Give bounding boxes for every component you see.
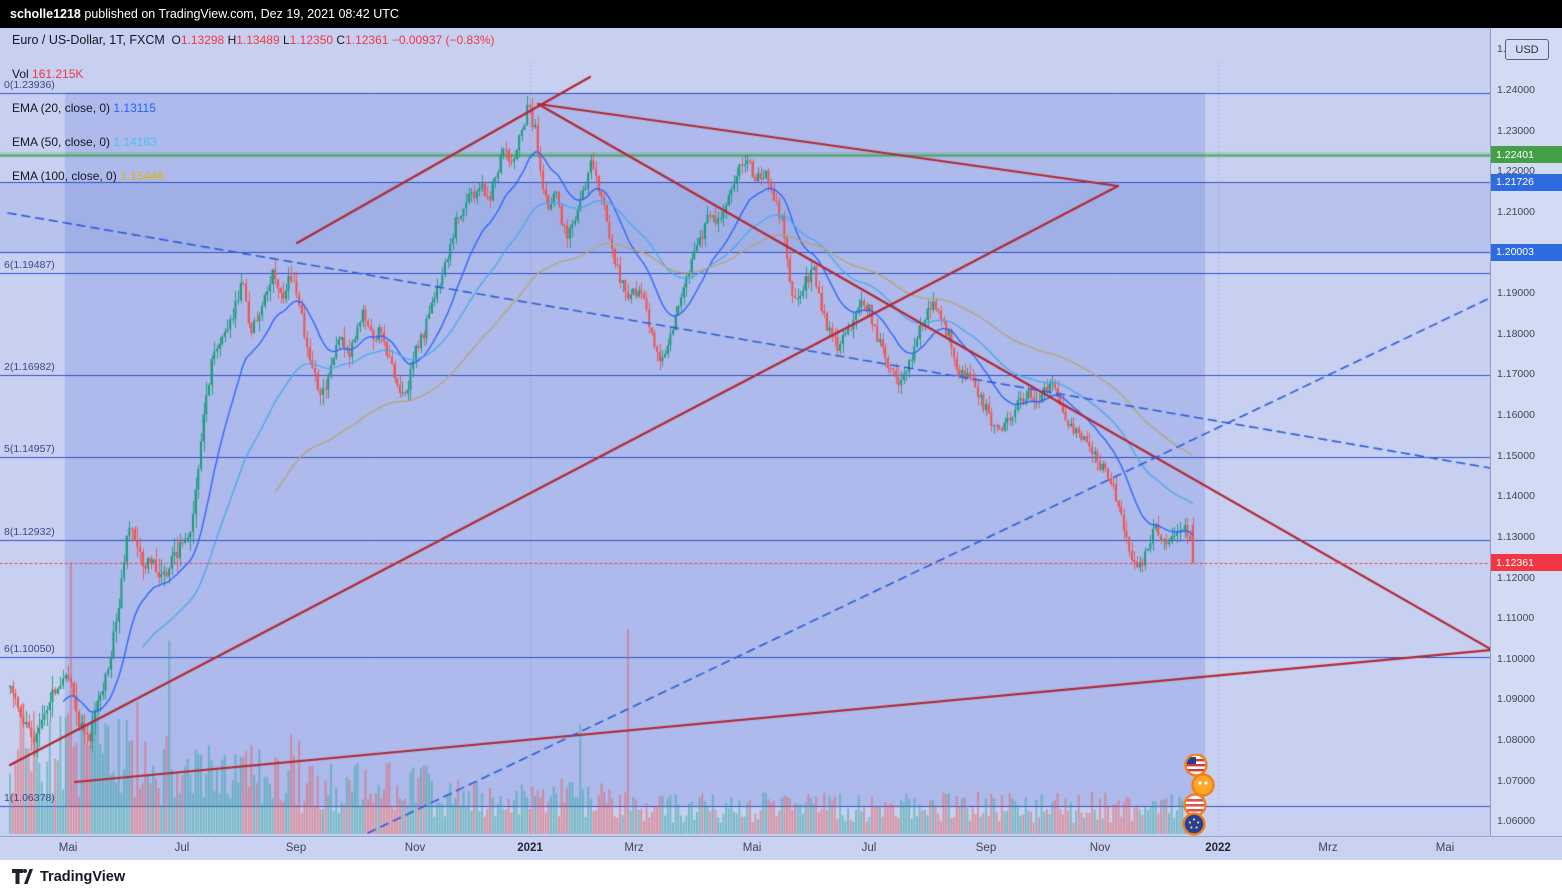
indicator-row-ema50[interactable]: EMA (50, close, 0) 1.14163 [12, 134, 495, 168]
tradingview-logo-icon[interactable] [12, 869, 33, 884]
fib-level-label: 2(1.16982) [4, 361, 55, 374]
time-axis-label: Nov [404, 842, 426, 854]
fib-level-label: 0(1.23936) [4, 78, 55, 91]
price-tick: 1.09000 [1497, 693, 1535, 706]
indicator-label: EMA (20, close, 0) [12, 101, 111, 115]
price-tick: 1.15000 [1497, 449, 1535, 462]
price-tick: 1.06000 [1497, 815, 1535, 828]
price-label-tag: 1.21726 [1491, 173, 1562, 191]
price-tick: 1.21000 [1497, 205, 1535, 218]
fib-level-label: 6(1.19487) [4, 259, 55, 272]
price-tick: 1.07000 [1497, 774, 1535, 787]
price-chart-canvas[interactable] [0, 28, 1490, 836]
indicator-label: EMA (50, close, 0) [12, 135, 111, 149]
ohlc-close: C1.12361 [336, 33, 389, 47]
price-label-tag: 1.12361 [1491, 554, 1562, 572]
price-label-tag: 1.22401 [1491, 146, 1562, 164]
eu-flag-marker-icon [1182, 812, 1206, 836]
time-axis-label: Jul [174, 842, 190, 854]
time-axis-label: 2022 [1205, 842, 1231, 854]
price-tick: 1.16000 [1497, 409, 1535, 422]
price-tick: 1.17000 [1497, 368, 1535, 381]
time-axis-label: Jul [861, 842, 877, 854]
publish-info: published on TradingView.com, Dez 19, 20… [80, 7, 399, 21]
volume-row[interactable]: Vol 161.215K [12, 66, 495, 100]
time-axis-label: Mrz [624, 842, 644, 854]
stripes-marker-icon [1183, 793, 1207, 817]
indicator-label: EMA (100, close, 0) [12, 169, 117, 183]
price-axis[interactable]: 1.250001.240001.230001.220001.210001.200… [1490, 28, 1562, 836]
price-tick: 1.24000 [1497, 84, 1535, 96]
symbol-title[interactable]: Euro / US-Dollar, 1T, FXCM [12, 33, 165, 47]
price-tick: 1.11000 [1497, 612, 1535, 625]
fib-level-label: 1(1.06378) [4, 791, 55, 804]
us-flag-marker-icon [1184, 753, 1208, 777]
flag-markers[interactable] [1174, 753, 1222, 845]
time-axis-label: 2021 [517, 842, 543, 854]
chart-legend: Euro / US-Dollar, 1T, FXCM O1.13298 H1.1… [12, 32, 495, 202]
time-axis-label: Sep [285, 842, 307, 854]
ohlc-open: O1.13298 [171, 33, 225, 47]
indicator-value: 1.15448 [120, 169, 164, 183]
price-tick: 1.10000 [1497, 652, 1535, 665]
time-axis-label: Mai [742, 842, 762, 854]
price-tick: 1.23000 [1497, 124, 1535, 137]
price-tick: 1.19000 [1497, 287, 1535, 300]
change-value: −0.00937 (−0.83%) [391, 33, 495, 47]
volume-label: Vol [12, 67, 29, 81]
time-axis-label: Mai [1435, 842, 1455, 854]
footer-bar: TradingView [0, 860, 1562, 893]
time-axis-label: Mai [58, 842, 78, 854]
indicator-row-ema100[interactable]: EMA (100, close, 0) 1.15448 [12, 168, 495, 202]
time-axis-label: Nov [1089, 842, 1111, 854]
price-tick: 1.08000 [1497, 734, 1535, 747]
publisher-name: scholle1218 [10, 7, 81, 21]
fib-level-label: 6(1.10050) [4, 642, 55, 655]
symbol-row[interactable]: Euro / US-Dollar, 1T, FXCM O1.13298 H1.1… [12, 32, 495, 66]
tradingview-wordmark[interactable]: TradingView [40, 868, 126, 885]
price-tick: 1.13000 [1497, 530, 1535, 543]
price-label-tag: 1.20003 [1491, 243, 1562, 261]
price-tick: 1.12000 [1497, 571, 1535, 584]
ohlc-low: L1.12350 [282, 33, 334, 47]
time-axis-label: Mrz [1318, 842, 1338, 854]
indicator-row-ema20[interactable]: EMA (20, close, 0) 1.13115 [12, 100, 495, 134]
currency-button[interactable]: USD [1505, 39, 1549, 60]
indicator-value: 1.14163 [113, 135, 157, 149]
time-axis-label: Sep [975, 842, 997, 854]
fib-level-label: 8(1.12932) [4, 525, 55, 538]
ohlc-high: H1.13489 [227, 33, 280, 47]
orange-marker-icon [1191, 773, 1215, 797]
price-tick: 1.14000 [1497, 490, 1535, 503]
time-axis[interactable]: Mai Jul Sep Nov 2021 Mrz Mai Jul Sep Nov 2022 Mrz Ma… [0, 836, 1562, 861]
price-tick: 1.18000 [1497, 327, 1535, 340]
volume-value: 161.215K [32, 67, 84, 81]
publish-bar: scholle1218 published on TradingView.com… [0, 0, 1562, 28]
indicator-value: 1.13115 [113, 101, 156, 115]
fib-level-label: 5(1.14957) [4, 443, 55, 456]
chart-area: Euro / US-Dollar, 1T, FXCM O1.13298 H1.1… [0, 28, 1490, 836]
